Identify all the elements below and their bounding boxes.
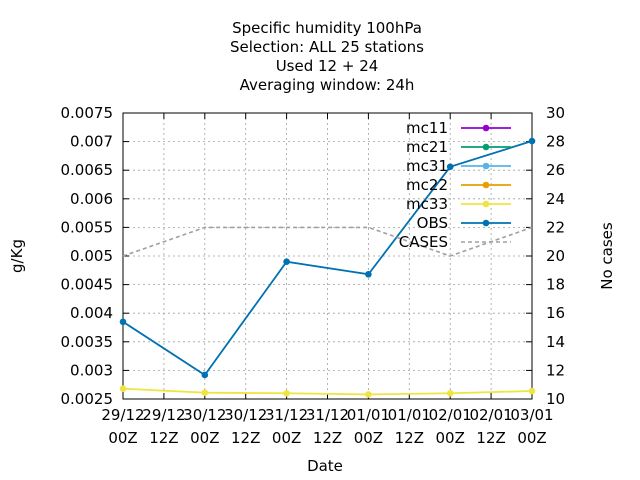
y2-tick-label: 22 bbox=[546, 218, 565, 236]
series-point-obs bbox=[283, 258, 290, 266]
legend-label-mc22: mc22 bbox=[406, 176, 448, 194]
y-tick-label: 0.0065 bbox=[61, 161, 114, 179]
title-line: Averaging window: 24h bbox=[240, 76, 415, 94]
y-tick-label: 0.005 bbox=[70, 247, 113, 265]
series-point-mc33 bbox=[283, 389, 290, 397]
series-point-mc33 bbox=[365, 391, 372, 398]
grid-lines bbox=[123, 113, 532, 399]
y2-tick-label: 26 bbox=[546, 161, 565, 179]
y2-tick-label: 18 bbox=[546, 276, 565, 294]
x-tick-label-hour: 00Z bbox=[354, 429, 383, 447]
legend-label-mc33: mc33 bbox=[406, 195, 448, 213]
y2-axis-label: No cases bbox=[598, 222, 616, 290]
x-tick-label-date: 02/01 bbox=[469, 406, 512, 424]
x-tick-label-date: 01/01 bbox=[388, 406, 431, 424]
x-tick-label-date: 29/12 bbox=[101, 406, 144, 424]
y2-tick-label: 16 bbox=[546, 304, 565, 322]
y2-tick-label: 20 bbox=[546, 247, 565, 265]
x-tick-label-date: 30/12 bbox=[224, 406, 267, 424]
x-axis-label: Date bbox=[307, 457, 343, 475]
y-tick-label: 0.0025 bbox=[61, 390, 114, 408]
x-tick-label-date: 01/01 bbox=[347, 406, 390, 424]
y2-tick-labels: 10 12 14 16 18 20 22 24 26 28 30 bbox=[546, 104, 565, 408]
legend-label-mc21: mc21 bbox=[406, 138, 448, 156]
legend-marker-mc11 bbox=[482, 124, 490, 132]
series-point-obs bbox=[446, 163, 454, 171]
legend-label-mc31: mc31 bbox=[406, 157, 448, 175]
series-lines bbox=[119, 137, 536, 398]
y-tick-label: 0.0045 bbox=[61, 276, 114, 294]
legend-label-mc11: mc11 bbox=[406, 119, 448, 137]
y2-tick-label: 30 bbox=[546, 104, 565, 122]
x-tick-label-date: 03/01 bbox=[510, 406, 553, 424]
y2-tick-label: 24 bbox=[546, 190, 565, 208]
series-point-obs bbox=[201, 371, 209, 379]
x-tick-label-hour: 12Z bbox=[476, 429, 505, 447]
x-tick-labels: 29/12 00Z 29/12 12Z 30/12 00Z 30/12 12Z 31/12 00Z… bbox=[101, 406, 553, 447]
y-tick-label: 0.0055 bbox=[61, 218, 114, 236]
title-line: Selection: ALL 25 stations bbox=[230, 38, 424, 56]
x-tick-label-hour: 00Z bbox=[272, 429, 301, 447]
x-tick-label-hour: 12Z bbox=[313, 429, 342, 447]
x-tick-label-date: 31/12 bbox=[265, 406, 308, 424]
y-tick-label: 0.0035 bbox=[61, 333, 114, 351]
series-point-mc33 bbox=[119, 385, 127, 393]
x-tick-label-hour: 00Z bbox=[436, 429, 465, 447]
x-tick-label-date: 29/12 bbox=[142, 406, 185, 424]
series-line-mc33 bbox=[122, 387, 533, 396]
legend-marker-obs bbox=[482, 219, 490, 227]
y-tick-label: 0.007 bbox=[70, 133, 113, 151]
x-tick-label-date: 02/01 bbox=[429, 406, 472, 424]
legend-label-obs: OBS bbox=[417, 214, 448, 232]
y-tick-label: 0.004 bbox=[70, 304, 113, 322]
title-line: Specific humidity 100hPa bbox=[232, 19, 422, 37]
legend-marker-mc33 bbox=[482, 200, 490, 208]
x-tick-label-hour: 00Z bbox=[108, 429, 137, 447]
x-tick-label-date: 30/12 bbox=[183, 406, 226, 424]
y2-tick-label: 12 bbox=[546, 361, 565, 379]
series-point-mc33 bbox=[201, 389, 209, 397]
y2-tick-label: 10 bbox=[546, 390, 565, 408]
legend-marker-mc22 bbox=[482, 181, 490, 189]
title-line: Used 12 + 24 bbox=[276, 57, 379, 75]
series-point-obs bbox=[365, 271, 372, 278]
legend-label-cases: CASES bbox=[399, 233, 448, 251]
series-point-obs bbox=[119, 318, 127, 326]
y-tick-label: 0.003 bbox=[70, 361, 113, 379]
y2-tick-label: 28 bbox=[546, 133, 565, 151]
series-line-obs bbox=[122, 140, 533, 377]
y-tick-label: 0.0075 bbox=[61, 104, 114, 122]
y2-tick-label: 14 bbox=[546, 333, 565, 351]
y-tick-label: 0.006 bbox=[70, 190, 113, 208]
series-line-cases bbox=[122, 226, 533, 257]
x-tick-label-hour: 12Z bbox=[149, 429, 178, 447]
series-point-obs bbox=[528, 137, 536, 145]
x-tick-label-date: 31/12 bbox=[306, 406, 349, 424]
x-tick-label-hour: 12Z bbox=[231, 429, 260, 447]
legend-marker-mc31 bbox=[482, 162, 490, 170]
x-tick-label-hour: 00Z bbox=[190, 429, 219, 447]
x-tick-label-hour: 00Z bbox=[517, 429, 546, 447]
y-axis-label: g/Kg bbox=[8, 239, 26, 273]
x-tick-label-hour: 12Z bbox=[395, 429, 424, 447]
y-tick-labels: 0.0025 0.003 0.0035 0.004 0.0045 0.005 0.0055 0… bbox=[61, 104, 114, 408]
series-point-mc33 bbox=[528, 387, 536, 395]
series-point-mc33 bbox=[446, 389, 454, 397]
legend-marker-mc21 bbox=[482, 143, 490, 151]
